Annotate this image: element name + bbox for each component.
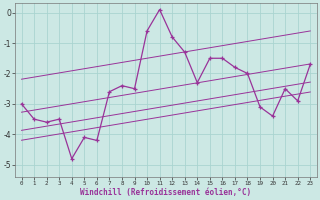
X-axis label: Windchill (Refroidissement éolien,°C): Windchill (Refroidissement éolien,°C) <box>80 188 252 197</box>
